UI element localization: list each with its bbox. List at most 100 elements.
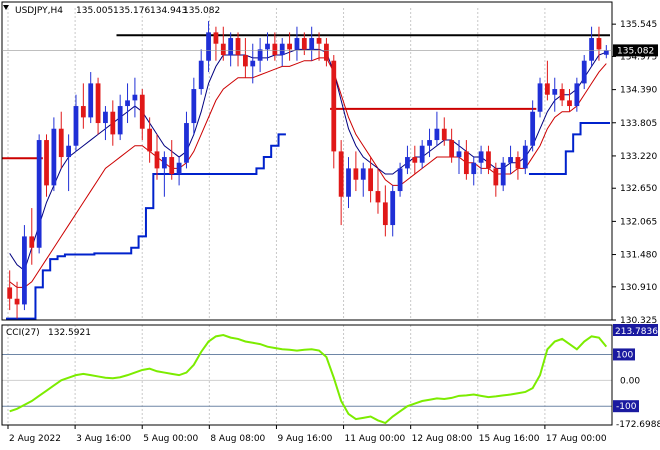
y-tick-label: 133.805 [620, 119, 657, 129]
cci-layer [2, 334, 612, 425]
donchian-line [528, 122, 610, 176]
candle-body [405, 157, 410, 169]
candle-body [449, 140, 455, 158]
candle-body [346, 168, 351, 197]
tenkan-line [9, 48, 607, 272]
candle-body [125, 100, 130, 107]
dropdown-triangle-icon[interactable] [3, 5, 9, 10]
candle-body [206, 32, 211, 61]
candle-body [213, 32, 219, 44]
x-tick-label: 2 Aug 2022 [9, 434, 61, 444]
candle-body [552, 89, 558, 95]
candle-body [441, 128, 447, 141]
close-value: 135.082 [183, 6, 220, 16]
candle-body [522, 145, 528, 169]
y-tick-label: 135.545 [620, 20, 657, 30]
candle-body [257, 49, 263, 61]
x-tick-label: 17 Aug 00:00 [546, 434, 607, 444]
x-tick-label: 9 Aug 16:00 [277, 434, 332, 444]
cci-value: 132.5921 [48, 328, 91, 338]
candle-body [220, 43, 226, 56]
candle-body [51, 128, 57, 186]
candle-body [382, 202, 388, 226]
candle-body [147, 128, 153, 152]
x-tick-label: 12 Aug 08:00 [412, 434, 473, 444]
candle-body [544, 83, 550, 95]
candle-body [139, 94, 145, 129]
candle-body [456, 151, 462, 158]
candle-body [486, 151, 491, 169]
x-tick-label: 3 Aug 16:00 [76, 434, 131, 444]
cci-panel-frame [1, 324, 613, 426]
candle-body [228, 38, 234, 56]
level-layer [2, 34, 610, 160]
candle-body [368, 168, 374, 192]
x-tick-label: 5 Aug 00:00 [143, 434, 198, 444]
cci-zero-label: 0.00 [620, 376, 640, 386]
candle-body [22, 236, 27, 305]
axis-layer: 135.545 134.975 134.390 133.805 133.220 132.6… [2, 20, 657, 444]
chart-header: USDJPY,H4 135.005 135.176 134.943 135.08… [3, 5, 220, 16]
cci-line [9, 334, 608, 425]
kijun-layer [9, 57, 607, 288]
candle-body [508, 157, 513, 163]
candle-body [434, 128, 440, 141]
candle-body [29, 236, 35, 248]
candle-body [66, 145, 72, 158]
candle-body [390, 191, 396, 226]
grid-layer [7, 8, 546, 425]
kijun-line [9, 57, 607, 288]
candle-body [581, 60, 587, 84]
candle-body [73, 106, 79, 146]
y-tick-label: 132.065 [620, 217, 657, 227]
y-tick-label: 130.910 [620, 283, 657, 293]
candle-body [419, 145, 425, 163]
candle-body [294, 38, 300, 50]
candle-body [537, 83, 543, 112]
candle-body [471, 162, 477, 175]
candle-body [324, 43, 329, 61]
open-value: 135.005 [76, 6, 113, 16]
candle-body [493, 168, 499, 186]
candle-body [375, 191, 381, 203]
y-tick-label: 133.220 [620, 152, 657, 162]
candle-body [603, 50, 609, 55]
candle-body [169, 157, 175, 175]
cci-header: CCI(27) 132.5921 [6, 328, 91, 338]
candle-body [309, 38, 315, 50]
y-tick-label: 132.650 [620, 184, 657, 194]
candle-body [132, 94, 138, 101]
x-tick-label: 15 Aug 16:00 [479, 434, 540, 444]
candle-body [7, 287, 13, 299]
cci-name: CCI(27) [6, 328, 40, 338]
x-tick-label: 8 Aug 08:00 [210, 434, 265, 444]
candle-body [463, 151, 469, 175]
candle-body [154, 151, 160, 169]
high-value: 135.176 [113, 6, 150, 16]
candle-body [559, 89, 565, 101]
y-tick-label: 130.325 [620, 316, 657, 326]
candle-body [301, 38, 307, 50]
donchian-line [6, 133, 286, 320]
candle-body [574, 83, 580, 107]
candle-body [103, 111, 108, 124]
candle-body [36, 140, 42, 248]
candle-body [191, 89, 197, 124]
candle-body [14, 298, 20, 305]
candle-body [316, 38, 322, 44]
current-price-tag: 135.082 [613, 44, 658, 57]
svg-text:135.082: 135.082 [617, 46, 654, 56]
candle-body [287, 43, 292, 50]
y-tick-label: 134.390 [620, 86, 657, 96]
candle-body [235, 38, 241, 56]
candle-body [250, 60, 256, 67]
cci-min-tag: -172.6988 [616, 420, 660, 430]
candle-body [176, 162, 182, 175]
main-panel-frame [1, 1, 613, 321]
candle-body [184, 123, 189, 163]
candle-body [58, 128, 64, 158]
candle-body [530, 111, 536, 146]
candle-body [338, 151, 344, 197]
symbol-label: USDJPY,H4 [15, 6, 63, 16]
candle-body [397, 168, 403, 192]
